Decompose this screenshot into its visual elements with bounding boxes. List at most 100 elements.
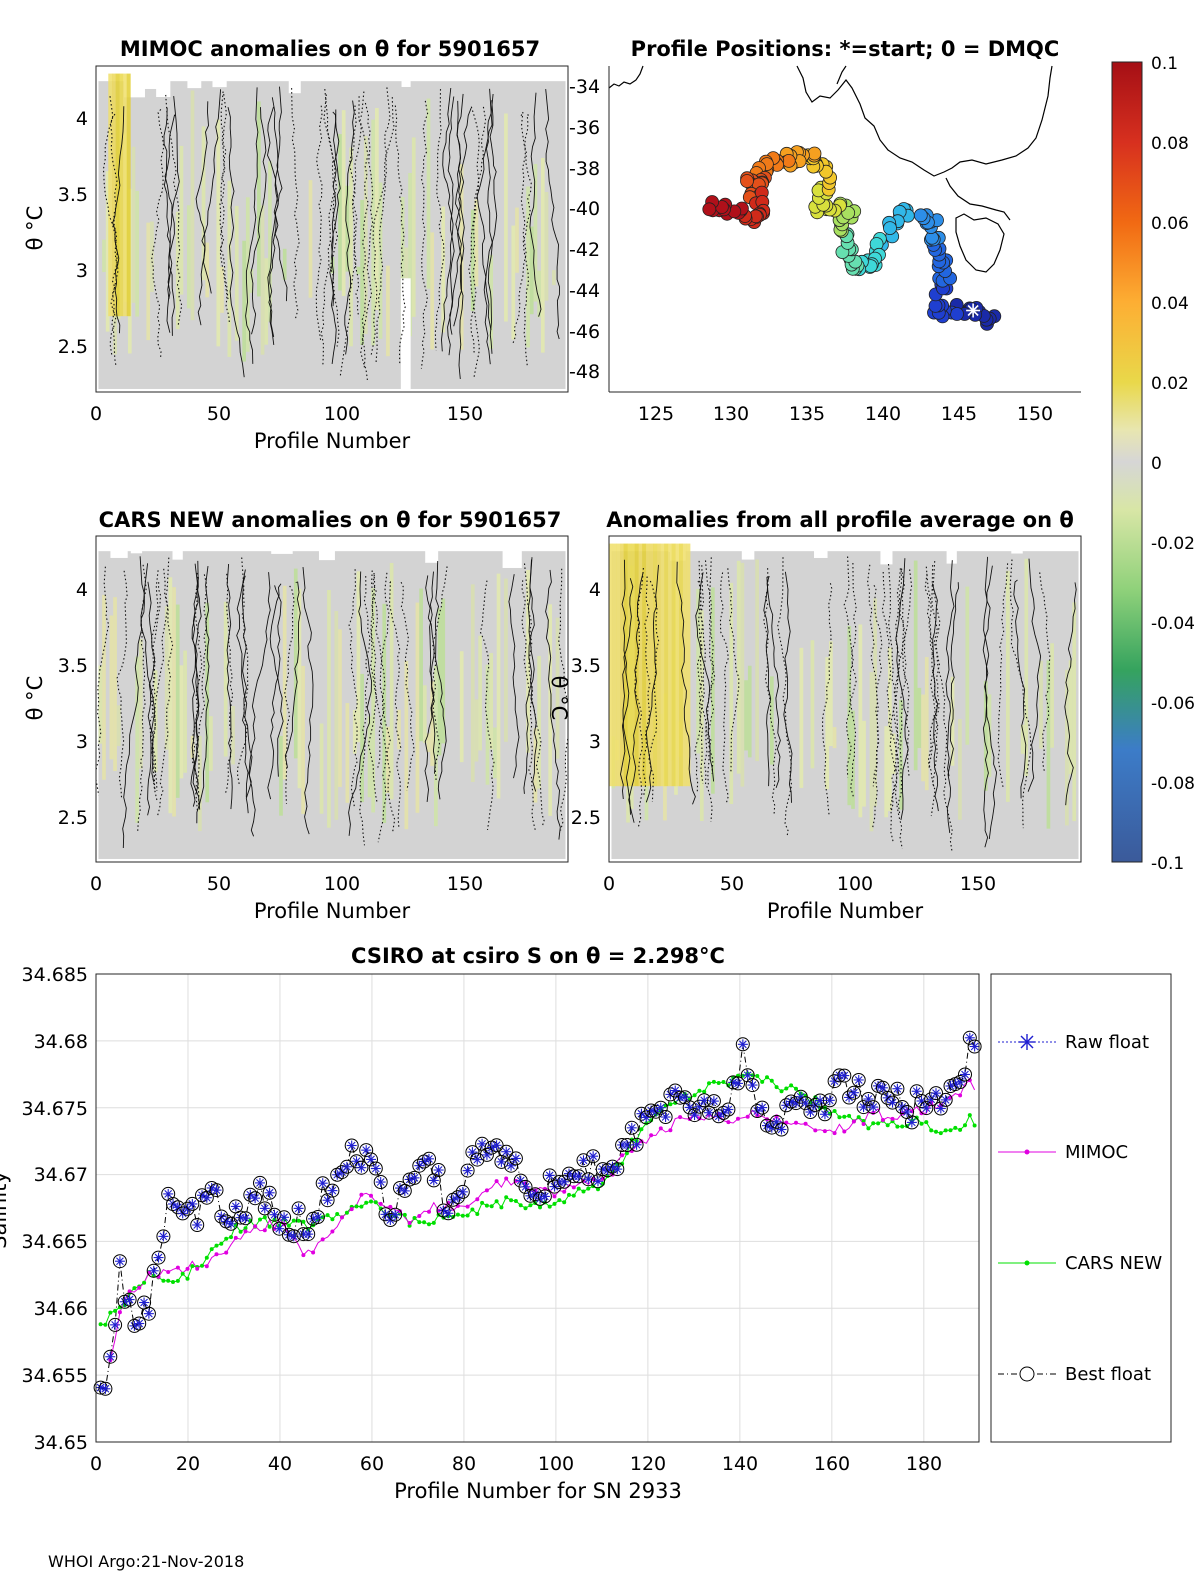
raw-float-point	[288, 1231, 299, 1242]
colorbar-tick: -0.02	[1151, 534, 1195, 554]
best-float-point	[547, 1179, 562, 1194]
cars-new-point	[460, 1213, 465, 1218]
raw-float-stroke	[231, 1202, 240, 1211]
panel-mimoc-anomalies: MIMOC anomalies on θ for 5901657 0 50 10…	[23, 37, 569, 453]
raw-float-stroke	[714, 1112, 723, 1121]
anomaly-cell	[105, 171, 110, 332]
cars-new-point	[190, 1264, 195, 1269]
anomaly-contour	[241, 569, 249, 798]
best-float-point	[108, 1317, 123, 1332]
raw-float-stroke	[202, 1193, 211, 1202]
raw-float-point	[279, 1212, 290, 1223]
mimoc-point	[195, 1266, 200, 1271]
cars-new-point	[967, 1113, 972, 1118]
mimoc-point	[890, 1116, 895, 1121]
raw-float-stroke	[912, 1087, 921, 1096]
start-marker-stroke	[967, 304, 979, 317]
anomaly-contour	[112, 106, 125, 334]
raw-float-point	[892, 1083, 903, 1094]
raw-float-stroke	[565, 1169, 573, 1178]
raw-float-stroke	[671, 1086, 680, 1095]
anomaly-contour	[843, 556, 854, 778]
anomaly-contour	[620, 559, 630, 800]
anomaly-cell	[696, 588, 700, 754]
anomaly-cell	[139, 639, 143, 769]
cars-ylabel: θ °C	[23, 676, 47, 721]
anomaly-contour	[137, 564, 147, 833]
colorbar-ticks: 0.1 0.08 0.06 0.04 0.02 0 -0.02 -0.04 -0…	[1151, 54, 1195, 874]
anomaly-contour	[195, 574, 208, 806]
anomaly-contour	[648, 580, 660, 803]
best-float-point	[904, 1115, 919, 1130]
raw-float-point	[327, 1185, 338, 1196]
raw-float-stroke	[492, 1141, 501, 1150]
anomaly-contour	[359, 91, 369, 370]
anomaly-contour	[197, 89, 222, 326]
panel-cars-title: CARS NEW anomalies on θ for 5901657	[99, 508, 562, 532]
raw-float-point	[544, 1170, 555, 1181]
best-float-point	[180, 1201, 195, 1216]
cars-new-point	[113, 1308, 118, 1313]
raw-float-stroke	[743, 1071, 752, 1080]
anomaly-warm-cell	[634, 543, 639, 787]
best-float-point	[740, 1068, 755, 1083]
anomaly-contour	[149, 582, 162, 801]
raw-float-stroke	[318, 1179, 327, 1188]
mimoc-point	[417, 1214, 422, 1218]
raw-float-stroke	[396, 1184, 404, 1192]
anomaly-contour	[291, 88, 300, 319]
map-y-ticks: -34 -36 -38 -40 -42 -44 -46 -48	[569, 76, 600, 383]
anomaly-contour	[424, 575, 435, 802]
raw-float-stroke	[540, 1192, 549, 1201]
best-float-point	[479, 1147, 494, 1162]
cars-new-point	[518, 1203, 523, 1208]
cars-new-point	[412, 1216, 417, 1220]
best-float-point	[914, 1094, 929, 1108]
mimoc-point	[253, 1224, 258, 1229]
raw-float-stroke	[932, 1089, 940, 1098]
map-xtick: 145	[941, 403, 977, 425]
raw-float-stroke	[371, 1164, 380, 1173]
salinity-xtick: 140	[722, 1453, 758, 1475]
anomaly-cell	[341, 110, 346, 297]
cars-new-point	[861, 1119, 866, 1123]
cars-new-point	[330, 1217, 335, 1222]
raw-float-stroke	[478, 1139, 486, 1148]
salinity-ytick: 34.65	[34, 1432, 88, 1454]
best-float-point	[257, 1201, 272, 1216]
raw-float-stroke	[816, 1096, 824, 1105]
anomaly-contour	[269, 583, 284, 777]
raw-float-stroke	[342, 1162, 351, 1171]
raw-float-stroke	[623, 1141, 631, 1149]
cars-new-point	[934, 1129, 938, 1134]
anomaly-gap	[946, 536, 957, 564]
raw-float-stroke	[463, 1166, 472, 1175]
raw-float-stroke	[767, 1123, 776, 1132]
anomaly-cell	[434, 665, 438, 827]
anomaly-cell	[736, 560, 741, 774]
raw-float-stroke	[738, 1040, 747, 1049]
raw-float-stroke	[405, 1175, 414, 1184]
profile-position-point	[950, 307, 964, 321]
cars-new-point	[571, 1193, 576, 1198]
raw-float-stroke	[164, 1190, 173, 1198]
anomaly-warm-cell	[682, 543, 687, 787]
anomaly-contour	[245, 87, 259, 364]
cars-new-point	[161, 1278, 166, 1283]
raw-float-stroke	[598, 1165, 607, 1173]
cars-new-point	[267, 1224, 272, 1229]
anomaly-contour	[163, 107, 173, 333]
cars-new-point	[132, 1286, 137, 1291]
best-float-point	[253, 1175, 267, 1190]
cars-new-point	[513, 1199, 518, 1203]
mimoc-point	[678, 1115, 683, 1120]
anomaly-cell	[526, 186, 530, 348]
cars-new-point	[769, 1078, 774, 1083]
anomaly-contour	[236, 575, 256, 837]
best-float-point	[682, 1100, 697, 1115]
anomaly-contour	[694, 560, 703, 792]
anomaly-cell	[533, 728, 538, 803]
anomaly-contour	[420, 100, 429, 369]
anomaly-cell	[334, 611, 339, 820]
